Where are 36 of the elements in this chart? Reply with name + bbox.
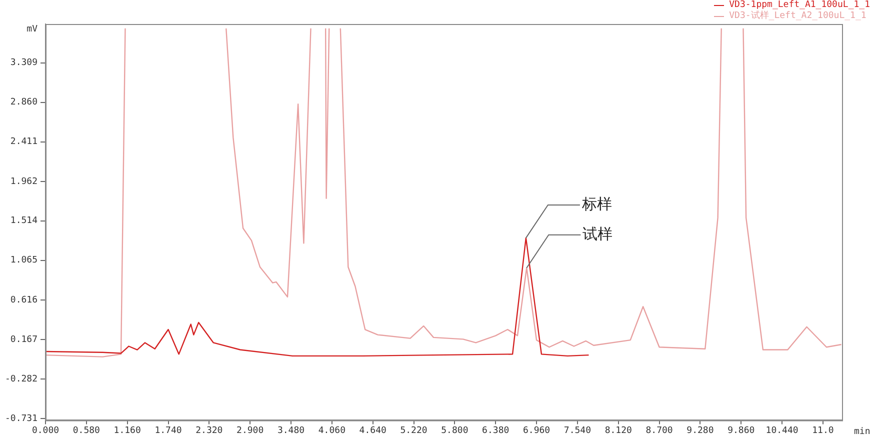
x-tick-label: 3.480 xyxy=(277,426,305,436)
x-tick-label: 7.540 xyxy=(564,426,591,436)
x-tick-label: 6.960 xyxy=(522,426,550,436)
y-tick-label: 1.962 xyxy=(10,176,38,187)
y-tick-label: 0.167 xyxy=(10,334,38,345)
y-tick-label: 2.860 xyxy=(10,98,38,108)
x-tick-label: 4.060 xyxy=(318,426,346,436)
y-tick-label: 3.309 xyxy=(10,58,38,68)
legend-label: VD3-试样_Left_A2_100uL_1_1 xyxy=(729,11,866,22)
y-tick-label: 1.065 xyxy=(10,256,38,266)
x-tick-label: 6.380 xyxy=(482,426,510,436)
x-tick-label: 5.220 xyxy=(400,426,428,436)
y-tick-label: -0.282 xyxy=(4,374,38,384)
y-tick-label: 1.514 xyxy=(10,216,38,226)
y-axis-title: mV xyxy=(26,24,38,34)
annotation: 试样 xyxy=(582,224,613,243)
x-tick-label: 1.160 xyxy=(114,426,141,436)
x-tick-label: 2.320 xyxy=(196,426,223,436)
x-axis-title: min xyxy=(854,426,870,437)
x-tick-label: 11.0 xyxy=(812,426,834,436)
legend-label: VD3-1ppm_Left_A1_100uL_1_1 xyxy=(729,0,870,10)
x-tick-label: 1.740 xyxy=(154,426,182,436)
y-tick-label: 2.411 xyxy=(10,137,38,148)
x-tick-label: 9.280 xyxy=(686,426,714,436)
y-tick-label: -0.731 xyxy=(4,414,38,424)
x-tick-label: 9.860 xyxy=(728,426,755,436)
x-tick-label: 5.800 xyxy=(441,426,468,436)
x-tick-label: 4.640 xyxy=(359,426,386,436)
annotation: 标样 xyxy=(580,194,612,213)
x-tick-label: 8.700 xyxy=(646,426,673,436)
x-tick-label: 0.580 xyxy=(72,426,100,436)
x-tick-label: 0.000 xyxy=(32,426,60,436)
x-tick-label: 8.120 xyxy=(604,426,632,436)
y-tick-label: 0.616 xyxy=(10,295,38,306)
x-tick-label: 2.900 xyxy=(236,426,264,436)
x-tick-label: 10.440 xyxy=(766,426,798,436)
